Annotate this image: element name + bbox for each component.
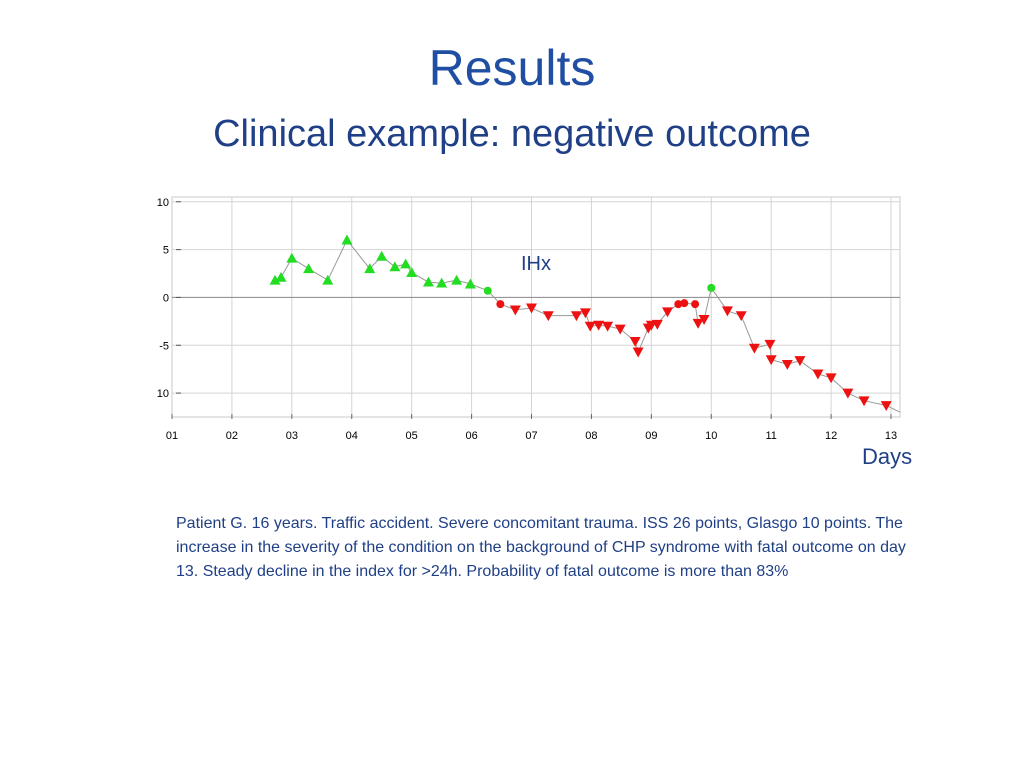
patient-description: Patient G. 16 years. Traffic accident. S… bbox=[176, 515, 906, 580]
data-point-triangle-down bbox=[698, 315, 710, 325]
x-tick-label: 13 bbox=[885, 430, 897, 442]
data-point-triangle-up bbox=[451, 274, 463, 285]
data-point-triangle-down bbox=[542, 311, 554, 322]
x-tick-label: 06 bbox=[465, 430, 477, 442]
data-point-triangle-up bbox=[389, 261, 401, 272]
chart-markers bbox=[269, 234, 892, 412]
data-point-triangle-down bbox=[794, 356, 806, 367]
plot-frame bbox=[171, 196, 901, 418]
data-point-triangle-up bbox=[406, 267, 418, 277]
data-point-triangle-down bbox=[842, 388, 854, 399]
data-point-triangle-down bbox=[825, 373, 837, 384]
y-tick-label: 10 bbox=[157, 388, 169, 400]
data-point-triangle-up bbox=[364, 263, 376, 274]
data-point-triangle-up bbox=[303, 263, 315, 274]
x-tick-label: 03 bbox=[286, 430, 298, 442]
x-axis-title: Days bbox=[862, 444, 913, 469]
data-point-triangle-up bbox=[322, 274, 334, 285]
data-point-triangle-up bbox=[275, 271, 287, 282]
data-point-triangle-down bbox=[781, 359, 793, 370]
chart-axes: 01 02 03 04 05 06 07 08 09 10 11 12 13 10 5 0 -5 10 bbox=[157, 197, 897, 442]
data-point-triangle-down bbox=[858, 396, 870, 407]
data-point-triangle-down bbox=[584, 321, 596, 332]
data-point-triangle-down bbox=[526, 303, 538, 314]
y-tick-label: 0 bbox=[163, 292, 169, 304]
data-point-triangle-down bbox=[880, 401, 892, 412]
ihx-annotation: IHx bbox=[521, 253, 551, 275]
data-point-triangle-down bbox=[579, 308, 591, 319]
x-tick-label: 09 bbox=[645, 430, 657, 442]
data-point-triangle-up bbox=[269, 274, 281, 285]
data-point-triangle-down bbox=[632, 347, 644, 358]
data-point-triangle-down bbox=[651, 319, 663, 330]
chart-grid bbox=[171, 196, 901, 418]
data-point-circle bbox=[691, 300, 700, 309]
data-point-triangle-down bbox=[629, 337, 641, 347]
x-tick-label: 11 bbox=[765, 430, 776, 442]
data-point-triangle-down bbox=[570, 311, 582, 322]
x-tick-label: 05 bbox=[406, 430, 418, 442]
data-point-triangle-up bbox=[341, 234, 353, 245]
y-tick-label: 10 bbox=[157, 197, 169, 209]
data-point-triangle-down bbox=[602, 321, 614, 332]
data-point-triangle-down bbox=[765, 355, 777, 366]
data-point-triangle-down bbox=[593, 320, 605, 331]
data-point-circle bbox=[483, 286, 492, 295]
data-point-triangle-down bbox=[662, 307, 674, 318]
data-point-triangle-down bbox=[748, 343, 760, 354]
slide-subtitle: Clinical example: negative outcome bbox=[213, 113, 811, 155]
data-point-triangle-down bbox=[721, 306, 733, 317]
x-tick-label: 12 bbox=[825, 430, 837, 442]
slide-title: Results bbox=[428, 40, 596, 96]
ihx-chart: 01 02 03 04 05 06 07 08 09 10 11 12 13 10 5 0 -5 10 IHx bbox=[157, 196, 901, 442]
y-tick-label: -5 bbox=[159, 340, 169, 352]
data-point-triangle-down bbox=[735, 311, 747, 322]
y-tick-label: 5 bbox=[163, 245, 169, 257]
x-tick-label: 08 bbox=[585, 430, 597, 442]
data-point-triangle-down bbox=[764, 339, 776, 350]
data-point-circle bbox=[680, 299, 689, 308]
data-point-circle bbox=[496, 300, 505, 309]
data-point-triangle-up bbox=[422, 276, 434, 287]
data-point-triangle-down bbox=[692, 318, 704, 329]
data-point-triangle-down bbox=[509, 305, 521, 316]
data-point-triangle-down bbox=[812, 369, 824, 380]
x-tick-label: 02 bbox=[226, 430, 238, 442]
x-tick-label: 07 bbox=[525, 430, 537, 442]
data-point-circle bbox=[707, 283, 716, 292]
data-point-triangle-up bbox=[464, 278, 476, 289]
data-point-triangle-down bbox=[614, 324, 626, 335]
x-tick-label: 01 bbox=[166, 430, 178, 442]
data-point-triangle-up bbox=[286, 252, 298, 263]
data-point-triangle-up bbox=[376, 250, 388, 261]
data-point-triangle-up bbox=[400, 258, 412, 269]
x-tick-label: 04 bbox=[346, 430, 358, 442]
x-tick-label: 10 bbox=[705, 430, 717, 442]
data-point-circle bbox=[674, 300, 683, 309]
data-point-triangle-up bbox=[436, 277, 448, 288]
